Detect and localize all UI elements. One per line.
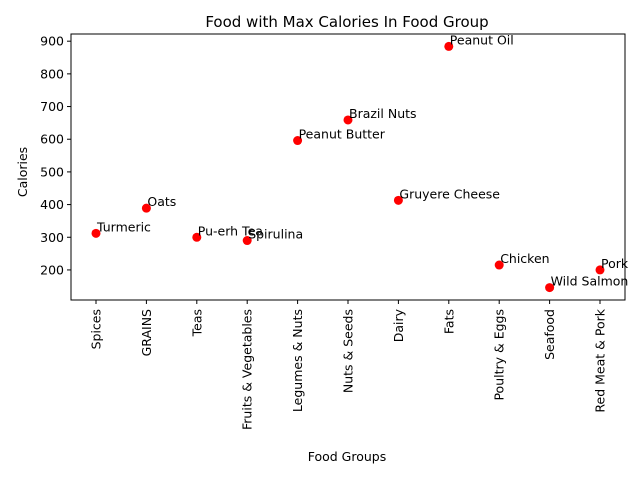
- data-point: [141, 203, 151, 213]
- point-annotation: Spirulina: [248, 227, 303, 242]
- data-point: [393, 195, 403, 205]
- point-annotation: Peanut Butter: [299, 127, 386, 142]
- y-tick-label: 400: [40, 197, 64, 212]
- point-annotation: Pork: [601, 256, 629, 271]
- x-tick-label: Dairy: [391, 308, 406, 342]
- x-tick-label: Red Meat & Pork: [593, 308, 608, 412]
- y-tick-label: 200: [40, 262, 64, 277]
- point-annotation: Chicken: [500, 251, 549, 266]
- point-annotation: Gruyere Cheese: [399, 186, 500, 201]
- data-point: [293, 136, 303, 146]
- y-tick-label: 700: [40, 99, 64, 114]
- x-tick-label: Legumes & Nuts: [290, 309, 305, 412]
- data-point: [343, 115, 353, 125]
- plot-area: 200 300 400 500 600 700 800 900 Spices GRAINS Teas…: [40, 32, 629, 430]
- data-point: [545, 283, 555, 293]
- y-tick-label: 900: [40, 34, 64, 49]
- data-point: [595, 265, 605, 275]
- data-point: [242, 236, 252, 246]
- point-annotation: Brazil Nuts: [349, 106, 417, 121]
- x-axis-label: Food Groups: [308, 449, 387, 464]
- y-tick-label: 600: [40, 132, 64, 147]
- data-point: [91, 228, 101, 238]
- data-point: [192, 232, 202, 242]
- x-tick-label: Fats: [441, 309, 456, 334]
- data-point: [444, 41, 454, 51]
- y-tick-label: 800: [40, 66, 64, 81]
- x-tick-label: Spices: [89, 309, 104, 349]
- data-point: [494, 260, 504, 270]
- y-tick-label: 300: [40, 230, 64, 245]
- x-tick-label: Seafood: [542, 309, 557, 360]
- point-annotation: Pu-erh Tea: [198, 223, 263, 238]
- x-tick-label: Teas: [189, 309, 204, 337]
- y-axis-label: Calories: [15, 147, 30, 197]
- point-annotation: Turmeric: [96, 219, 151, 234]
- point-annotation: Oats: [147, 194, 176, 209]
- point-annotation: Peanut Oil: [450, 32, 514, 47]
- y-tick-label: 500: [40, 164, 64, 179]
- x-tick-label: Poultry & Eggs: [492, 309, 507, 401]
- point-annotation: Wild Salmon: [551, 274, 629, 289]
- x-tick-label: Nuts & Seeds: [341, 309, 356, 393]
- chart-title: Food with Max Calories In Food Group: [205, 13, 488, 31]
- x-tick-label: Fruits & Vegetables: [240, 309, 255, 430]
- x-tick-label: GRAINS: [139, 309, 154, 356]
